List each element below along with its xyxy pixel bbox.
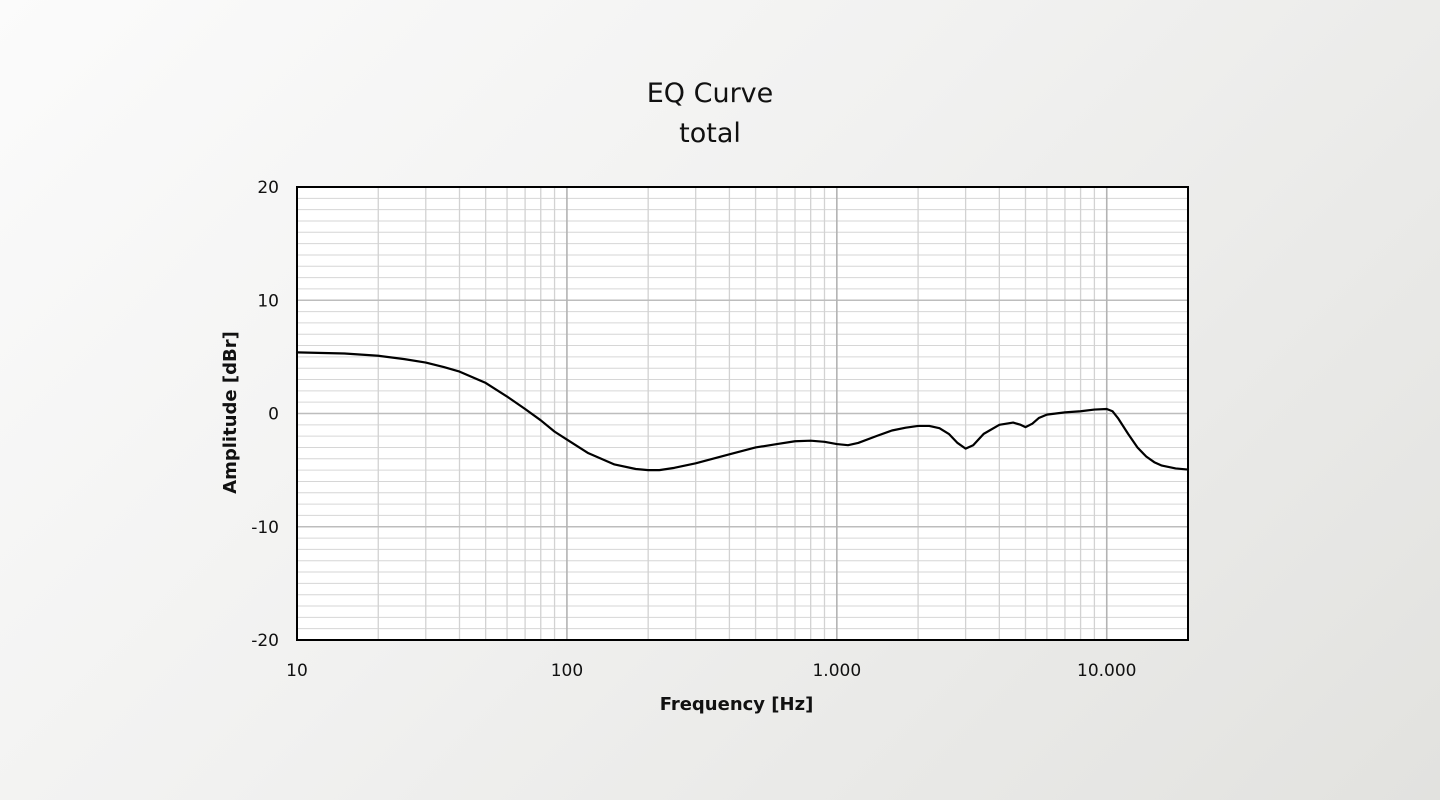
chart-subtitle: total — [679, 118, 741, 149]
x-tick-label: 10.000 — [1077, 661, 1136, 681]
y-tick-label: 20 — [257, 178, 279, 198]
plot-frame — [296, 186, 1189, 641]
major-gridlines — [297, 187, 1188, 640]
x-axis-title: Frequency [Hz] — [660, 694, 814, 715]
y-tick-label: -20 — [251, 631, 279, 651]
y-axis-title: Amplitude [dBr] — [220, 331, 241, 494]
chart-title: EQ Curve — [646, 78, 774, 109]
minor-gridlines — [297, 187, 1188, 640]
x-tick-label: 100 — [551, 661, 583, 681]
y-tick-label: -10 — [251, 518, 279, 538]
y-tick-labels: 20 10 0 -10 -20 — [251, 178, 279, 651]
eq-curve-line — [295, 351, 1190, 472]
x-tick-labels: 10 100 1.000 10.000 — [286, 661, 1136, 681]
x-tick-label: 1.000 — [812, 661, 861, 681]
y-tick-label: 0 — [268, 405, 279, 425]
x-tick-label: 10 — [286, 661, 308, 681]
y-tick-label: 10 — [257, 291, 279, 311]
